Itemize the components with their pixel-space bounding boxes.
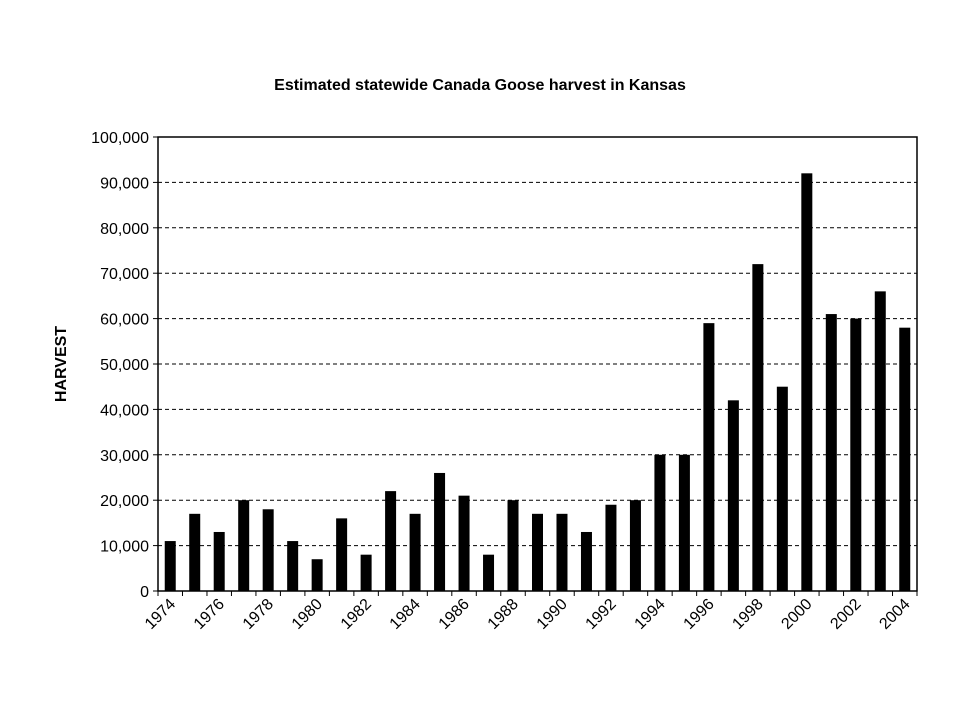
y-tick-label: 10,000 [100, 539, 149, 556]
x-tick-label: 2004 [876, 596, 913, 633]
bar-2000 [801, 173, 813, 591]
chart-title: Estimated statewide Canada Goose harvest… [274, 77, 686, 94]
gridlines [158, 181, 917, 547]
y-tick-label: 50,000 [100, 357, 149, 374]
bar-2002 [850, 318, 862, 591]
bar-1983 [385, 491, 397, 591]
y-axis-label: HARVEST [53, 326, 70, 402]
bar-1977 [238, 500, 250, 591]
bar-1999 [776, 386, 788, 591]
x-tick-label: 1998 [729, 596, 766, 633]
y-tick-label: 100,000 [91, 130, 149, 147]
bar-2001 [825, 314, 837, 591]
bar-1988 [507, 500, 519, 591]
bar-1998 [752, 264, 764, 591]
y-tick-label: 90,000 [100, 175, 149, 192]
bar-1984 [409, 513, 421, 591]
bar-1986 [458, 495, 470, 591]
bar-1991 [580, 531, 592, 591]
bar-1981 [336, 518, 348, 591]
bar-1987 [483, 554, 495, 591]
bar-2004 [899, 327, 911, 591]
bar-1990 [556, 513, 568, 591]
y-tick-label: 30,000 [100, 448, 149, 465]
x-tick-label: 1978 [240, 596, 277, 633]
x-tick-label: 1988 [485, 596, 522, 633]
y-tick-label: 80,000 [100, 221, 149, 238]
bars [164, 173, 911, 591]
bar-1997 [727, 400, 739, 591]
x-tick-label: 1986 [436, 596, 473, 633]
bar-1996 [703, 323, 715, 591]
x-axis-ticks: 1974 1976 1978 1980 1982 1984 1986 1988 1990 1992… [142, 591, 918, 633]
bar-1989 [532, 513, 543, 591]
bar-1976 [213, 531, 225, 591]
x-tick-label: 1976 [191, 596, 228, 633]
y-tick-label: 70,000 [100, 266, 149, 283]
y-tick-label: 20,000 [100, 493, 149, 510]
x-tick-label: 1990 [534, 596, 571, 633]
x-tick-label: 1982 [338, 596, 375, 633]
bar-1994 [654, 454, 666, 591]
y-tick-label: 0 [140, 584, 149, 601]
y-tick-label: 60,000 [100, 312, 149, 329]
x-tick-label: 2000 [778, 596, 815, 633]
bar-1993 [629, 500, 641, 591]
bar-1982 [360, 554, 372, 591]
bar-1995 [678, 454, 690, 591]
x-tick-label: 1974 [142, 596, 179, 633]
bar-1992 [605, 504, 617, 591]
bar-1980 [311, 559, 323, 591]
x-tick-label: 1994 [632, 596, 669, 633]
x-tick-label: 2002 [827, 596, 864, 633]
bar-1979 [287, 541, 299, 591]
x-tick-label: 1996 [681, 596, 718, 633]
bar-1974 [164, 541, 176, 591]
bar-1978 [262, 509, 274, 591]
y-tick-label: 40,000 [100, 402, 149, 419]
bar-1985 [434, 472, 446, 591]
bar-2003 [874, 291, 886, 591]
y-axis-ticks: 0 10,000 20,000 30,000 40,000 50,000 60,000 70,… [91, 130, 158, 601]
x-tick-label: 1992 [583, 596, 620, 633]
x-tick-label: 1984 [387, 596, 424, 633]
bar-1975 [189, 513, 201, 591]
x-tick-label: 1980 [289, 596, 326, 633]
